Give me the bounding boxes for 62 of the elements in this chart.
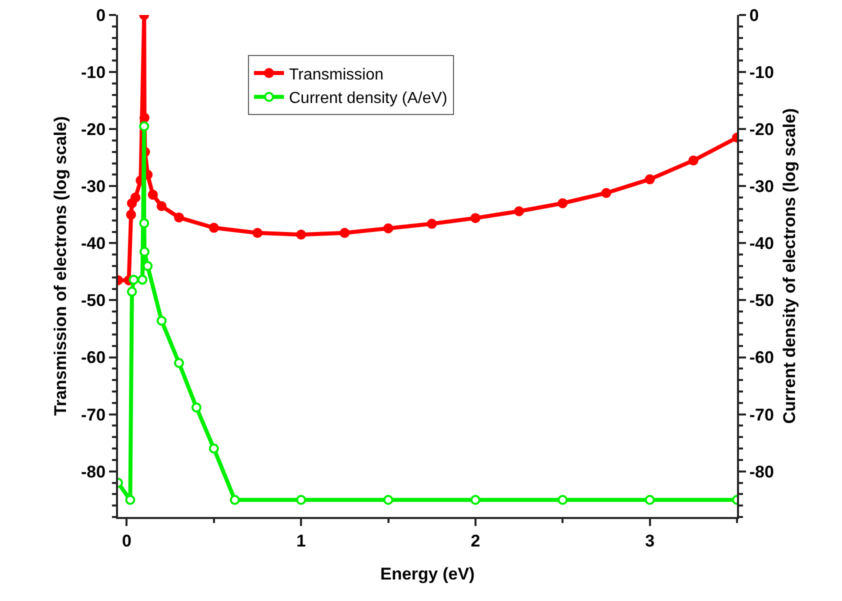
point bbox=[644, 494, 655, 505]
point bbox=[383, 223, 394, 234]
x-tick-label: 0 bbox=[122, 531, 132, 550]
point bbox=[156, 201, 167, 212]
point bbox=[148, 190, 158, 200]
y-tick-label: -30 bbox=[81, 177, 106, 196]
point bbox=[470, 494, 480, 505]
x-tick-label: 3 bbox=[645, 531, 655, 550]
y-tick-label: -50 bbox=[81, 291, 106, 310]
y2-tick-label: -60 bbox=[749, 348, 774, 368]
y-axis-title: Transmission of electrons (log scale) bbox=[51, 116, 70, 416]
y2-tick-label: -80 bbox=[749, 462, 774, 482]
point bbox=[128, 274, 139, 285]
y-tick-label: 0 bbox=[96, 6, 106, 25]
y2-tick-label: 0 bbox=[749, 6, 759, 25]
point bbox=[688, 155, 698, 166]
point bbox=[140, 112, 150, 123]
y-tick-label: -80 bbox=[81, 462, 106, 482]
point bbox=[644, 174, 655, 184]
y2-tick-label: -10 bbox=[749, 63, 774, 82]
point bbox=[191, 402, 202, 412]
point bbox=[126, 286, 137, 297]
point bbox=[174, 212, 184, 223]
legend-label: Current density (A/eV) bbox=[288, 90, 448, 108]
point bbox=[208, 444, 219, 454]
point bbox=[230, 494, 240, 505]
legend-label: Transmission bbox=[288, 66, 384, 84]
y-tick-label: -40 bbox=[81, 234, 106, 254]
y-tick-label: -20 bbox=[81, 120, 106, 140]
x-axis-title: Energy (eV) bbox=[380, 564, 475, 584]
point bbox=[140, 246, 150, 257]
y-tick-label: -60 bbox=[81, 348, 106, 368]
point bbox=[340, 228, 350, 238]
y2-tick-label: -40 bbox=[749, 234, 774, 254]
point bbox=[558, 494, 568, 505]
point bbox=[126, 210, 136, 220]
x-tick-label: 2 bbox=[470, 531, 480, 550]
point bbox=[296, 494, 306, 505]
y-tick-label: -10 bbox=[81, 63, 106, 82]
point bbox=[156, 316, 167, 326]
point bbox=[125, 494, 136, 505]
point bbox=[137, 274, 148, 285]
point bbox=[139, 218, 150, 228]
point bbox=[296, 230, 306, 240]
point bbox=[426, 218, 437, 229]
point bbox=[601, 188, 612, 198]
point bbox=[383, 494, 394, 505]
y-tick-label: -70 bbox=[81, 405, 106, 424]
y2-tick-label: -30 bbox=[749, 177, 774, 196]
x-tick-label: 1 bbox=[296, 531, 306, 550]
point bbox=[130, 192, 140, 203]
point bbox=[208, 222, 219, 233]
y2-axis-title: Current density of electrons (log scale) bbox=[780, 108, 799, 424]
y2-tick-label: -20 bbox=[749, 120, 774, 140]
point bbox=[558, 198, 568, 208]
point bbox=[470, 213, 480, 224]
y2-tick-label: -70 bbox=[749, 405, 774, 424]
point bbox=[514, 206, 524, 216]
point bbox=[139, 121, 150, 132]
point bbox=[174, 358, 184, 368]
point bbox=[252, 228, 262, 238]
y2-tick-label: -50 bbox=[749, 291, 774, 310]
